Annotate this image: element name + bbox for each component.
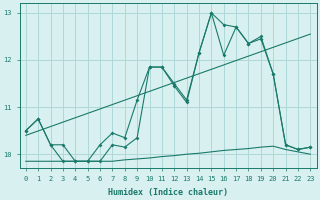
X-axis label: Humidex (Indice chaleur): Humidex (Indice chaleur) xyxy=(108,188,228,197)
